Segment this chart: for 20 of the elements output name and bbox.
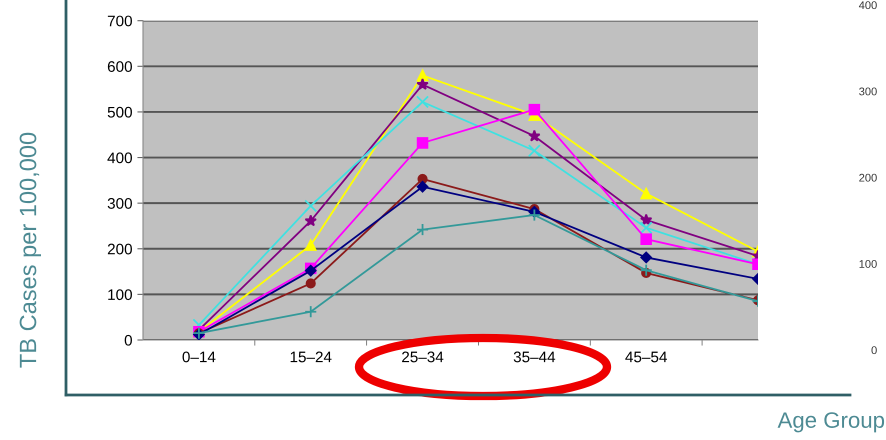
y-tick-label: 200 [108,244,132,254]
y-tick-label: 300 [108,198,132,209]
y2-tick-label: 400 [858,1,877,10]
y-tick-label: 100 [108,289,132,300]
y2-tick-label: 100 [860,260,877,268]
y-tick-label: 700 [108,16,132,26]
x-axis-title: Age Group [778,412,884,432]
x-tick-label: 35–44 [514,352,556,362]
x-tick-label: 15–24 [290,352,332,362]
y2-tick-label: 200 [859,174,877,182]
y-tick-label: 400 [107,152,132,164]
y-tick-label: 600 [108,61,132,72]
x-tick-label: 45–54 [625,352,667,362]
y-tick-label: 500 [108,106,132,118]
y2-tick-label: 300 [859,88,877,96]
x-tick-label: 0–14 [182,352,216,362]
y-axis-title: TB Cases per 100,000 [20,132,42,368]
x-tick-label: 25–34 [402,352,444,362]
y-tick-label: 0 [124,334,132,346]
y2-tick-label: 0 [871,346,877,354]
